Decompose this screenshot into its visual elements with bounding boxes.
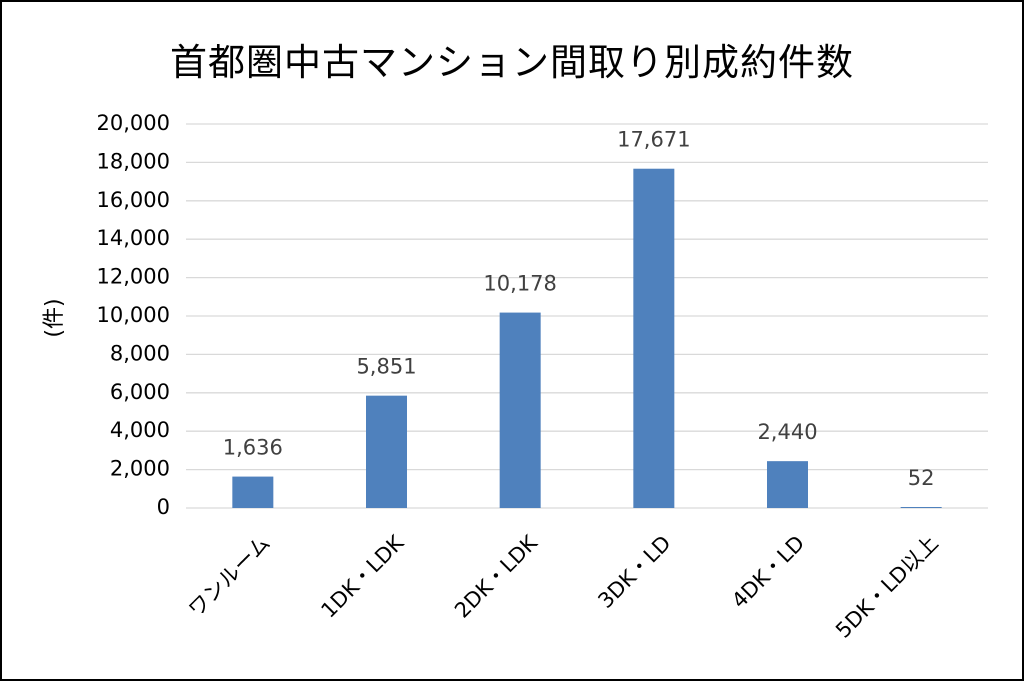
bar bbox=[499, 312, 541, 508]
data-labels: 1,636 5,851 10,178 17,671 2,440 52 bbox=[223, 128, 935, 490]
data-label: 2,440 bbox=[757, 420, 817, 444]
chart-title: 首都圏中古マンション間取り別成約件数 bbox=[170, 41, 854, 84]
y-tick-label: 14,000 bbox=[97, 226, 170, 250]
x-tick-label: 2DK・LDK bbox=[450, 530, 543, 623]
bars bbox=[232, 168, 942, 508]
x-tick-label: 4DK・LD bbox=[727, 531, 809, 613]
data-label: 17,671 bbox=[617, 128, 690, 152]
x-tick-label: ワンルーム bbox=[184, 531, 275, 622]
y-tick-label: 6,000 bbox=[110, 380, 170, 404]
bar bbox=[900, 507, 942, 508]
y-tick-label: 2,000 bbox=[110, 457, 170, 481]
x-tick-label: 1DK・LDK bbox=[316, 530, 409, 623]
y-tick-label: 12,000 bbox=[97, 265, 170, 289]
y-tick-label: 8,000 bbox=[110, 341, 170, 365]
y-tick-label: 4,000 bbox=[110, 418, 170, 442]
x-tick-label: 5DK・LD以上 bbox=[831, 531, 943, 643]
bar bbox=[767, 461, 808, 508]
data-label: 52 bbox=[908, 466, 935, 490]
bar bbox=[366, 395, 407, 508]
y-tick-label: 0 bbox=[157, 495, 170, 519]
y-axis-title: (件) bbox=[42, 298, 67, 337]
x-tick-label: 3DK・LD bbox=[593, 531, 675, 613]
bar bbox=[232, 476, 274, 508]
y-tick-label: 20,000 bbox=[97, 111, 170, 135]
y-tick-label: 18,000 bbox=[97, 149, 170, 173]
data-label: 1,636 bbox=[223, 436, 283, 460]
y-tick-labels: 0 2,000 4,000 6,000 8,000 10,000 12,000 14,000 1… bbox=[97, 111, 170, 519]
y-tick-label: 10,000 bbox=[97, 303, 170, 327]
gridlines bbox=[186, 123, 988, 509]
y-tick-label: 16,000 bbox=[97, 188, 170, 212]
data-label: 10,178 bbox=[483, 272, 556, 296]
bar bbox=[633, 168, 675, 508]
x-tick-labels: ワンルーム 1DK・LDK 2DK・LDK 3DK・LD 4DK・LD 5DK・LD以上 bbox=[184, 530, 943, 643]
data-label: 5,851 bbox=[356, 355, 416, 379]
